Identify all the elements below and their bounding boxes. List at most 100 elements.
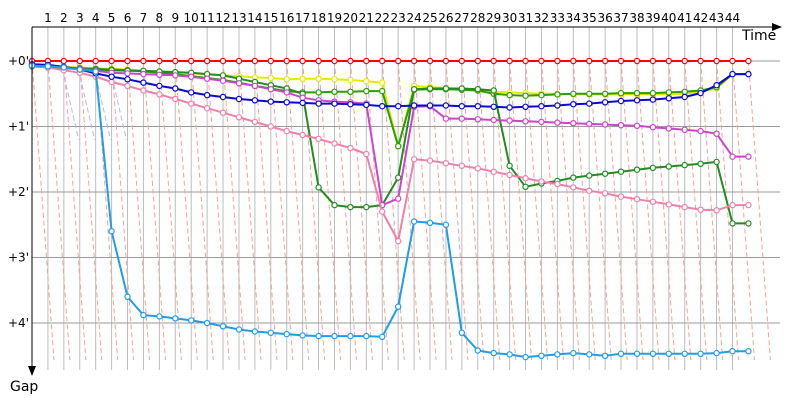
- data-point: [140, 87, 147, 94]
- data-point: [235, 57, 243, 65]
- lap-line: [509, 60, 533, 361]
- y-axis-arrow-icon: [28, 366, 36, 376]
- data-point: [713, 130, 720, 137]
- data-point: [395, 102, 402, 110]
- data-point: [363, 87, 370, 95]
- data-point: [203, 104, 211, 112]
- data-point: [235, 95, 243, 103]
- x-tick-label: 8: [156, 11, 164, 25]
- data-point: [331, 201, 338, 209]
- data-point: [410, 156, 418, 163]
- data-point: [458, 102, 465, 110]
- lap-line: [747, 60, 771, 361]
- data-point: [586, 187, 593, 194]
- data-point: [203, 319, 211, 327]
- data-point: [490, 57, 497, 65]
- lap-line: [158, 60, 182, 361]
- series: [28, 62, 752, 245]
- data-point: [267, 123, 274, 130]
- data-point: [474, 165, 481, 172]
- data-point: [617, 350, 625, 357]
- data-point: [570, 100, 577, 108]
- lap-line: [525, 60, 549, 361]
- data-point: [395, 303, 402, 310]
- data-point: [156, 71, 163, 79]
- lap-line: [222, 60, 246, 361]
- data-point: [363, 203, 370, 211]
- y-tick-label: +1': [8, 120, 29, 134]
- data-point: [235, 80, 243, 87]
- data-point: [729, 57, 736, 65]
- data-point: [124, 57, 131, 65]
- lap-line: [716, 60, 740, 361]
- lap-line: [652, 60, 676, 361]
- data-point: [697, 57, 704, 65]
- x-tick-label: 13: [231, 11, 246, 25]
- y-tick-label: +4': [8, 316, 29, 330]
- data-point: [156, 57, 163, 65]
- data-point: [665, 95, 673, 102]
- lap-line: [636, 60, 660, 361]
- data-point: [601, 170, 609, 177]
- series-line: [31, 63, 749, 109]
- data-point: [442, 115, 450, 122]
- data-point: [172, 315, 179, 322]
- data-point: [490, 168, 497, 175]
- data-point: [745, 70, 752, 78]
- data-point: [665, 89, 673, 96]
- data-point: [697, 127, 704, 135]
- lap-line: [238, 60, 262, 361]
- data-point: [363, 101, 370, 109]
- data-point: [219, 72, 227, 79]
- data-point: [745, 153, 752, 160]
- data-point: [633, 57, 641, 65]
- x-tick-label: 24: [406, 11, 421, 25]
- x-tick-label: 31: [518, 11, 533, 25]
- lap-line: [63, 60, 87, 361]
- lap-line: [461, 60, 485, 361]
- lap-line: [731, 60, 755, 361]
- lap-line: [700, 60, 724, 361]
- data-point: [554, 351, 561, 358]
- lap-line: [174, 60, 198, 361]
- data-point: [490, 116, 497, 124]
- x-tick-label: 29: [486, 11, 501, 25]
- data-point: [124, 293, 131, 300]
- data-point: [649, 57, 657, 65]
- data-point: [665, 125, 673, 132]
- data-point: [315, 75, 322, 82]
- x-tick-label: 25: [422, 11, 437, 25]
- lap-line: [397, 60, 421, 361]
- data-point: [172, 95, 179, 103]
- x-tick-label: 10: [184, 11, 199, 25]
- lap-line: [540, 60, 564, 361]
- data-point: [315, 135, 322, 143]
- data-point: [76, 66, 84, 73]
- data-point: [649, 198, 657, 205]
- x-tick-label: 6: [124, 11, 132, 25]
- data-point: [251, 97, 259, 104]
- data-point: [410, 57, 418, 65]
- x-tick-label: 12: [215, 11, 230, 25]
- data-point: [219, 77, 227, 84]
- data-point: [522, 353, 529, 361]
- data-point: [299, 94, 306, 101]
- data-point: [506, 162, 513, 169]
- data-point: [219, 93, 227, 101]
- data-point: [554, 91, 561, 98]
- data-point: [681, 93, 688, 101]
- x-tick-label: 27: [454, 11, 469, 25]
- data-point: [395, 174, 402, 181]
- y-tick-label: +2': [8, 185, 29, 199]
- series-line: [31, 64, 749, 207]
- data-point: [347, 332, 354, 340]
- x-tick-label: 21: [359, 11, 374, 25]
- data-point: [299, 75, 306, 82]
- data-point: [442, 159, 450, 167]
- x-tick-label: 22: [375, 11, 390, 25]
- data-point: [283, 127, 290, 135]
- x-tick-label: 28: [470, 11, 485, 25]
- x-tick-label: 15: [263, 11, 278, 25]
- data-point: [601, 352, 609, 359]
- data-point: [44, 62, 52, 70]
